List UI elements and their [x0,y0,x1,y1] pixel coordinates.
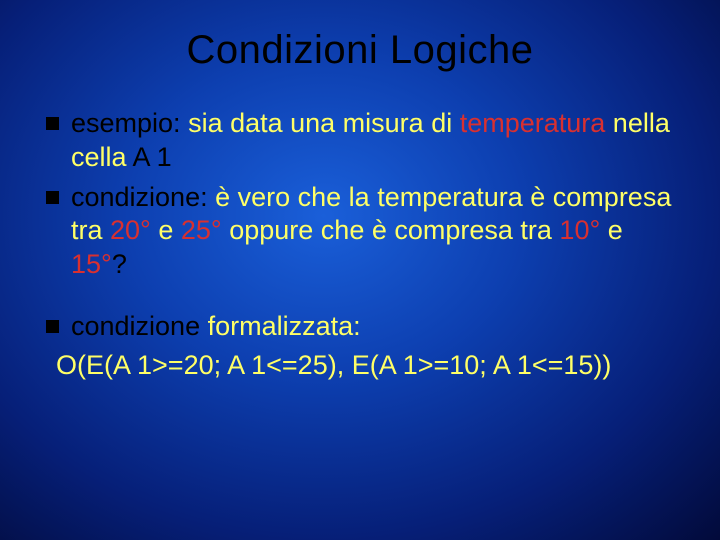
text-run: formalizzata: [200,311,361,341]
cell-ref: A 1 [133,142,172,172]
slide-title: Condizioni Logiche [40,28,680,73]
highlight-word: temperatura [460,108,606,138]
bullet-text: condizione formalizzata: [71,310,361,344]
slide-body: esempio: sia data una misura di temperat… [40,107,680,381]
keyword: condizione: [71,182,208,212]
highlight-value: 25° [181,215,222,245]
text-run: e [600,215,623,245]
bullet-item: condizione formalizzata: [46,310,680,344]
keyword: condizione [71,311,200,341]
text-run: oppure che è compresa tra [222,215,560,245]
bullet-square-icon [46,117,59,130]
bullet-group-2: condizione formalizzata: O(E(A 1>=20; A … [46,310,680,381]
bullet-text: condizione: è vero che la temperatura è … [71,181,680,282]
bullet-item: condizione: è vero che la temperatura è … [46,181,680,282]
highlight-value: 15° [71,249,112,279]
highlight-value: 10° [559,215,600,245]
slide: Condizioni Logiche esempio: sia data una… [0,0,720,540]
keyword: esempio: [71,108,181,138]
bullet-square-icon [46,320,59,333]
text-run: e [151,215,181,245]
highlight-value: 20° [110,215,151,245]
formula-text: O(E(A 1>=20; A 1<=25), E(A 1>=10; A 1<=1… [56,350,680,381]
question-mark: ? [112,249,127,279]
text-run: sia data una misura di [181,108,460,138]
bullet-square-icon [46,191,59,204]
bullet-item: esempio: sia data una misura di temperat… [46,107,680,175]
bullet-text: esempio: sia data una misura di temperat… [71,107,680,175]
